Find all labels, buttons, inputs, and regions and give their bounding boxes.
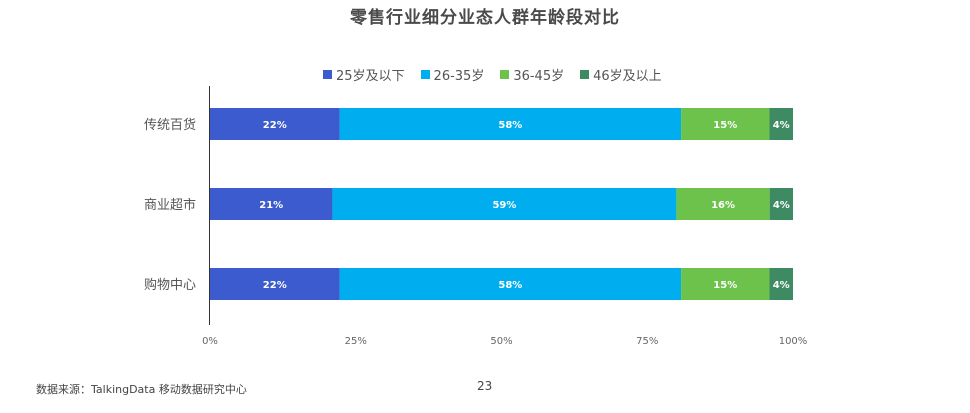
data-label: 21%	[259, 200, 283, 211]
legend-swatch	[323, 69, 332, 79]
data-label: 22%	[263, 120, 287, 131]
data-label: 15%	[713, 120, 737, 131]
bar-segment	[769, 188, 793, 220]
bar-segment	[339, 108, 682, 140]
x-tick-label: 50%	[490, 336, 512, 347]
legend-swatch	[500, 69, 510, 79]
legend-swatch	[580, 69, 590, 79]
category-label: 传统百货	[144, 117, 196, 133]
bar-segment	[210, 268, 340, 300]
category-label: 商业超市	[144, 197, 196, 213]
legend-item-36-45: 36-45岁	[500, 65, 564, 84]
bar-segment	[769, 268, 793, 300]
bar-segment	[210, 188, 333, 220]
x-tick-label: 0%	[202, 336, 218, 347]
legend-swatch	[420, 69, 430, 79]
data-label: 15%	[713, 280, 737, 291]
data-label: 4%	[773, 280, 790, 291]
legend-label: 46岁及以上	[593, 68, 662, 84]
bar-segment	[332, 188, 677, 220]
data-label: 59%	[492, 200, 516, 211]
x-tick-label: 75%	[636, 336, 658, 347]
bar-segment	[769, 108, 793, 140]
category-label: 购物中心	[144, 277, 196, 293]
data-source-note: 数据来源：TalkingData 移动数据研究中心	[36, 383, 247, 396]
data-label: 4%	[773, 120, 790, 131]
data-label: 16%	[711, 200, 735, 211]
data-label: 22%	[263, 280, 287, 291]
legend-item-25-below: 25岁及以下	[323, 65, 405, 84]
data-label: 58%	[498, 120, 522, 131]
data-label: 4%	[773, 200, 790, 211]
x-tick-label: 25%	[345, 336, 367, 347]
bar-segment	[681, 268, 770, 300]
bar-segment	[681, 108, 770, 140]
chart-title: 零售行业细分业态人群年龄段对比	[350, 8, 620, 28]
legend-label: 25岁及以下	[336, 68, 405, 84]
chart-legend: 25岁及以下 26-35岁 36-45岁 46岁及以上	[323, 65, 678, 84]
bar-segment	[676, 188, 770, 220]
data-label: 58%	[498, 280, 522, 291]
bar-segment	[210, 108, 340, 140]
legend-label: 26-35岁	[433, 68, 485, 84]
legend-item-46-above: 46岁及以上	[580, 65, 662, 84]
legend-item-26-35: 26-35岁	[420, 65, 485, 84]
page-number: 23	[477, 379, 493, 393]
legend-label: 36-45岁	[513, 68, 565, 84]
bar-segment	[339, 268, 682, 300]
x-tick-label: 100%	[779, 336, 808, 347]
